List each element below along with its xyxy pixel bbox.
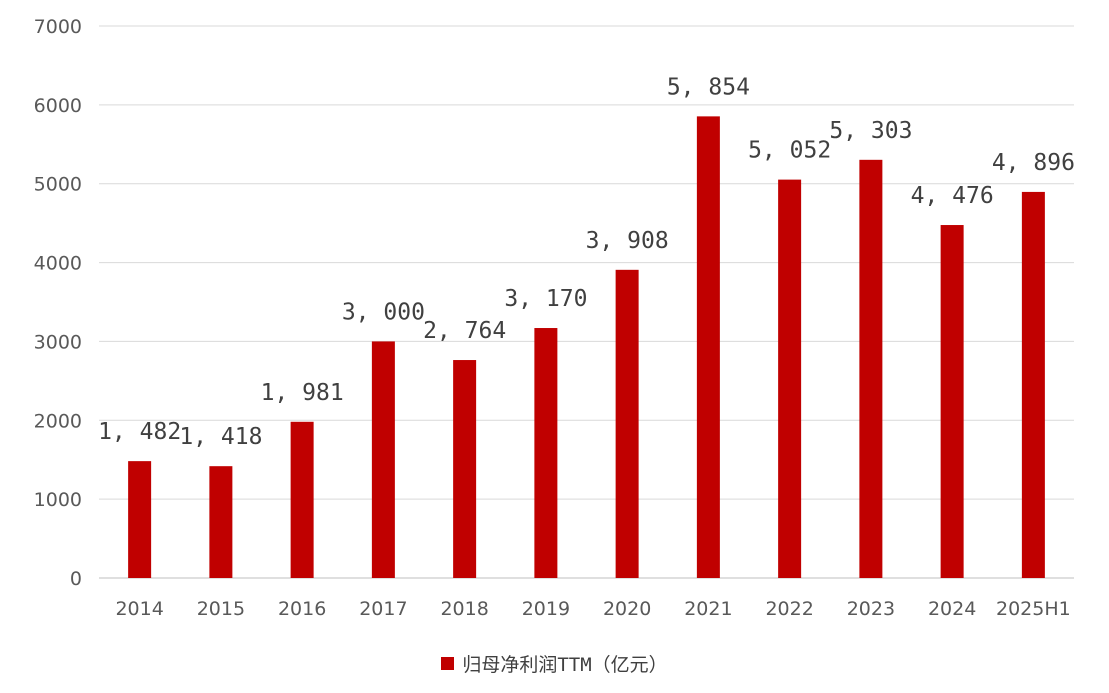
bar (940, 225, 964, 578)
bar (615, 269, 639, 578)
x-tick-label: 2024 (928, 598, 976, 620)
bar (209, 466, 233, 578)
bar (1021, 191, 1045, 578)
x-axis-ticks: 2014 2015 2016 2017 2018 2019 2020 2021 2022 2023… (115, 598, 1070, 620)
data-label: 3, 908 (586, 228, 669, 254)
gridlines (99, 25, 1074, 579)
y-tick-label: 4000 (34, 253, 82, 275)
bar (371, 341, 395, 578)
x-tick-label: 2016 (278, 598, 326, 620)
x-tick-label: 2018 (440, 598, 488, 620)
bar (453, 360, 477, 578)
y-tick-label: 1000 (34, 489, 82, 511)
x-tick-label: 2014 (115, 598, 163, 620)
bar (534, 328, 558, 578)
x-tick-label: 2023 (847, 598, 895, 620)
data-label: 1, 418 (179, 424, 262, 450)
x-tick-label: 2022 (765, 598, 813, 620)
data-label: 4, 476 (911, 183, 994, 209)
y-tick-label: 5000 (34, 174, 82, 196)
data-label: 3, 170 (504, 286, 587, 312)
bar (128, 461, 152, 578)
bars (128, 116, 1045, 579)
data-label: 3, 000 (342, 299, 425, 325)
data-label: 1, 981 (261, 380, 344, 406)
legend: 归母净利润TTM（亿元） (0, 650, 1109, 677)
x-tick-label: 2019 (522, 598, 570, 620)
bar (778, 179, 802, 578)
x-tick-label: 2015 (197, 598, 245, 620)
y-tick-label: 3000 (34, 331, 82, 353)
y-tick-label: 6000 (34, 95, 82, 117)
y-tick-label: 0 (70, 568, 82, 590)
y-tick-label: 7000 (34, 16, 82, 38)
bar (859, 159, 883, 579)
y-tick-label: 2000 (34, 410, 82, 432)
bar (290, 421, 314, 578)
x-tick-label: 2025H1 (996, 598, 1071, 620)
data-label: 5, 303 (829, 118, 912, 144)
data-label: 4, 896 (992, 150, 1075, 176)
x-tick-label: 2017 (359, 598, 407, 620)
legend-swatch (441, 657, 455, 670)
bar (696, 116, 720, 578)
data-label: 2, 764 (423, 318, 506, 344)
data-label: 5, 854 (667, 74, 750, 100)
legend-label: 归母净利润TTM（亿元） (462, 654, 668, 676)
x-tick-label: 2021 (684, 598, 732, 620)
x-tick-label: 2020 (603, 598, 651, 620)
y-axis-ticks: 0 1000 2000 3000 4000 5000 6000 7000 (34, 16, 82, 590)
data-label: 5, 052 (748, 138, 831, 164)
data-label: 1, 482 (98, 419, 181, 445)
